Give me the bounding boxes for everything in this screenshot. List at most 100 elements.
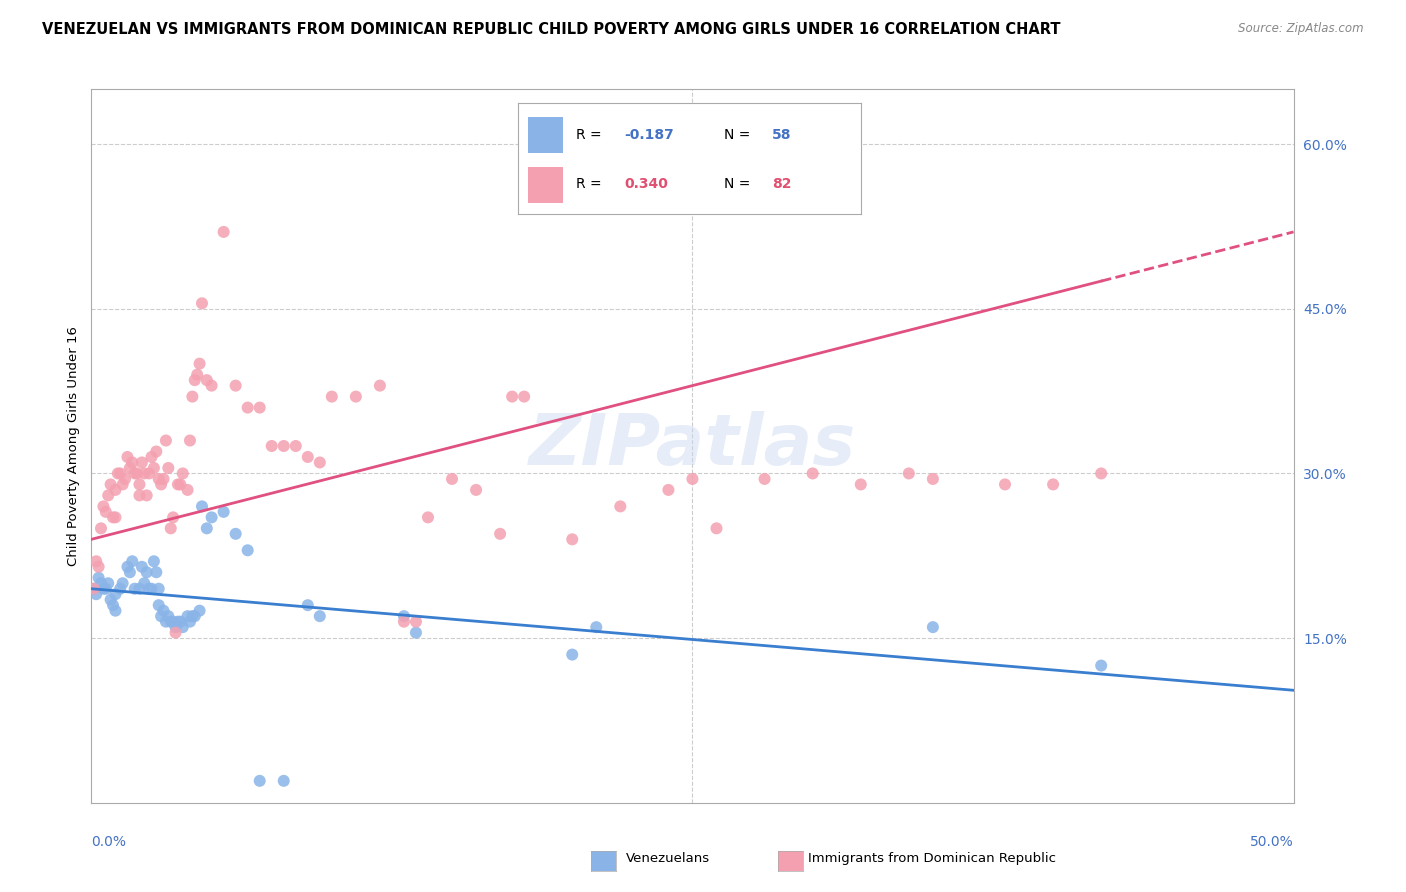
Point	[513, 390, 536, 404]
Point	[416, 510, 439, 524]
Point	[104, 604, 127, 618]
Point	[155, 615, 177, 629]
Point	[181, 609, 204, 624]
Point	[135, 488, 157, 502]
Point	[90, 576, 112, 591]
Point	[121, 455, 143, 469]
Text: 0.0%: 0.0%	[91, 835, 127, 849]
Point	[561, 648, 583, 662]
Point	[128, 582, 150, 596]
Point	[167, 477, 190, 491]
Point	[308, 455, 330, 469]
Point	[321, 390, 343, 404]
Point	[104, 587, 127, 601]
Point	[93, 582, 115, 596]
Point	[249, 401, 271, 415]
Point	[104, 510, 127, 524]
Point	[83, 582, 105, 596]
Point	[201, 378, 224, 392]
Point	[179, 615, 201, 629]
Point	[225, 378, 247, 392]
Point	[609, 500, 631, 514]
Point	[273, 439, 295, 453]
Point	[681, 472, 703, 486]
Point	[284, 439, 307, 453]
Point	[90, 521, 112, 535]
Point	[162, 510, 184, 524]
Point	[184, 609, 207, 624]
Point	[148, 598, 170, 612]
Point	[124, 582, 146, 596]
Point	[107, 467, 129, 481]
Point	[84, 587, 107, 601]
Point	[657, 483, 679, 497]
Text: Venezuelans: Venezuelans	[626, 852, 710, 864]
Point	[176, 483, 198, 497]
Point	[159, 615, 181, 629]
Point	[110, 582, 132, 596]
Point	[159, 521, 181, 535]
Point	[128, 477, 150, 491]
Text: VENEZUELAN VS IMMIGRANTS FROM DOMINICAN REPUBLIC CHILD POVERTY AMONG GIRLS UNDER: VENEZUELAN VS IMMIGRANTS FROM DOMINICAN …	[42, 22, 1060, 37]
Point	[134, 467, 156, 481]
Point	[142, 461, 165, 475]
Point	[101, 510, 124, 524]
Point	[131, 455, 153, 469]
Point	[297, 598, 319, 612]
Point	[157, 461, 180, 475]
Point	[191, 296, 214, 310]
Point	[186, 368, 208, 382]
Point	[405, 615, 427, 629]
Point	[125, 467, 148, 481]
Point	[368, 378, 391, 392]
Point	[195, 521, 218, 535]
Point	[152, 604, 174, 618]
Point	[801, 467, 824, 481]
Point	[100, 477, 122, 491]
Point	[93, 500, 115, 514]
Point	[155, 434, 177, 448]
Point	[128, 488, 150, 502]
Point	[922, 472, 945, 486]
Point	[501, 390, 523, 404]
Point	[195, 373, 218, 387]
Point	[179, 434, 201, 448]
Point	[465, 483, 488, 497]
Point	[191, 500, 214, 514]
Point	[135, 566, 157, 580]
Point	[440, 472, 463, 486]
Point	[97, 576, 120, 591]
Point	[100, 592, 122, 607]
Point	[94, 582, 117, 596]
Y-axis label: Child Poverty Among Girls Under 16: Child Poverty Among Girls Under 16	[67, 326, 80, 566]
Point	[111, 576, 134, 591]
Point	[754, 472, 776, 486]
Point	[148, 472, 170, 486]
Point	[172, 467, 194, 481]
Point	[181, 390, 204, 404]
Point	[994, 477, 1017, 491]
Point	[344, 390, 367, 404]
Point	[150, 477, 173, 491]
Point	[169, 477, 191, 491]
Point	[260, 439, 283, 453]
Text: 50.0%: 50.0%	[1250, 835, 1294, 849]
Point	[118, 461, 141, 475]
Point	[117, 559, 139, 574]
Point	[138, 582, 160, 596]
Point	[184, 373, 207, 387]
Point	[87, 571, 110, 585]
Point	[114, 472, 136, 486]
Text: Immigrants from Dominican Republic: Immigrants from Dominican Republic	[808, 852, 1056, 864]
Point	[236, 543, 259, 558]
Point	[392, 615, 415, 629]
Point	[124, 467, 146, 481]
Point	[165, 625, 187, 640]
Point	[162, 615, 184, 629]
Point	[188, 604, 211, 618]
Point	[121, 554, 143, 568]
Point	[138, 467, 160, 481]
Point	[273, 773, 295, 788]
Point	[585, 620, 607, 634]
Point	[94, 505, 117, 519]
